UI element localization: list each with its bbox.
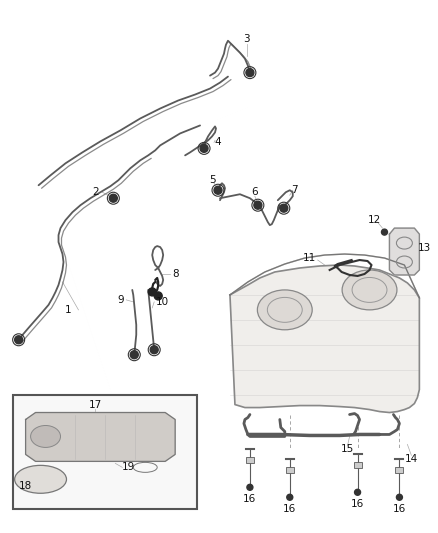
Text: 1: 1 (65, 305, 72, 315)
Text: 8: 8 (172, 269, 178, 279)
Text: 3: 3 (244, 34, 250, 44)
Ellipse shape (258, 290, 312, 330)
Text: 16: 16 (393, 504, 406, 514)
Bar (13, 394, 197, 509)
Circle shape (107, 458, 113, 464)
Text: 13: 13 (418, 243, 431, 253)
Text: 7: 7 (291, 185, 298, 195)
Text: 14: 14 (405, 455, 418, 464)
Circle shape (381, 229, 388, 235)
Ellipse shape (31, 425, 60, 447)
Circle shape (14, 336, 23, 344)
Circle shape (280, 204, 288, 212)
Circle shape (254, 201, 262, 209)
Polygon shape (25, 413, 175, 462)
Polygon shape (230, 254, 419, 298)
Circle shape (355, 489, 360, 495)
Ellipse shape (342, 270, 397, 310)
Circle shape (247, 484, 253, 490)
Text: 19: 19 (122, 462, 135, 472)
Text: 6: 6 (251, 187, 258, 197)
Circle shape (150, 346, 158, 354)
Text: 11: 11 (303, 253, 316, 263)
Text: 18: 18 (19, 481, 32, 491)
Circle shape (287, 494, 293, 500)
Text: 10: 10 (155, 297, 169, 307)
Text: 2: 2 (92, 187, 99, 197)
Text: 12: 12 (368, 215, 381, 225)
Text: 16: 16 (243, 494, 257, 504)
Bar (286, 467, 294, 473)
Circle shape (200, 144, 208, 152)
Circle shape (110, 194, 117, 202)
Text: 5: 5 (209, 175, 215, 185)
Bar (396, 467, 403, 473)
Text: 16: 16 (351, 499, 364, 509)
Text: 15: 15 (341, 445, 354, 455)
Text: 9: 9 (117, 295, 124, 305)
Polygon shape (389, 228, 419, 275)
Circle shape (148, 288, 156, 296)
Bar (353, 462, 361, 469)
Polygon shape (230, 265, 419, 413)
Ellipse shape (14, 465, 67, 493)
Text: 4: 4 (215, 138, 221, 148)
Text: 17: 17 (89, 400, 102, 409)
Text: 16: 16 (283, 504, 297, 514)
Bar (246, 457, 254, 463)
Circle shape (214, 186, 222, 194)
Circle shape (130, 351, 138, 359)
Circle shape (154, 292, 162, 300)
Circle shape (246, 69, 254, 77)
Circle shape (396, 494, 403, 500)
